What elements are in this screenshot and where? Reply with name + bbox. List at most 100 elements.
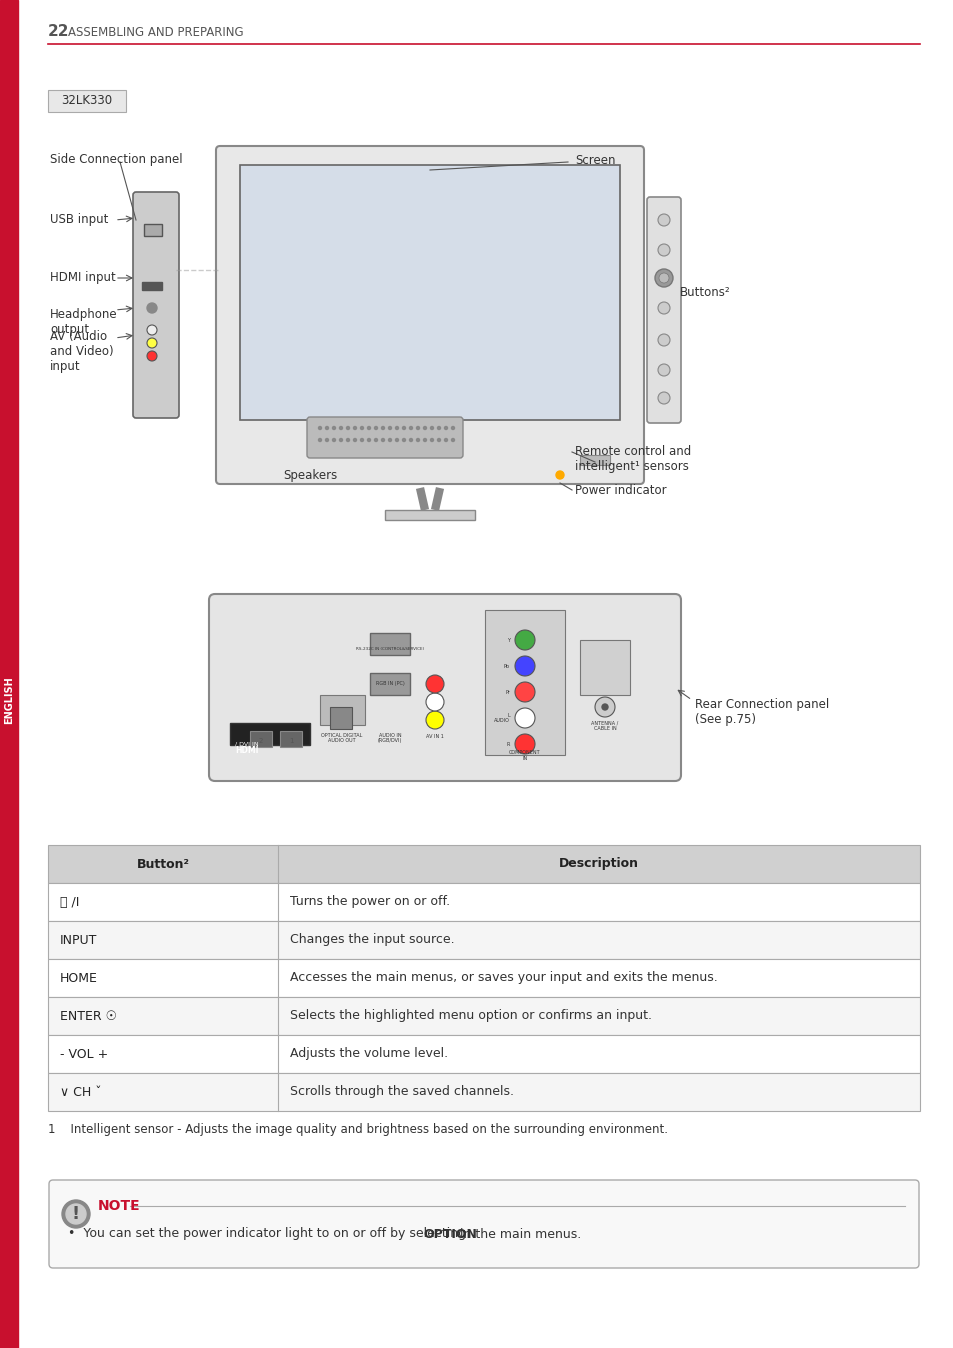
Circle shape (346, 438, 349, 442)
Bar (370, 634, 410, 655)
Text: Turns the power on or off.: Turns the power on or off. (290, 895, 450, 909)
Circle shape (367, 426, 370, 430)
Text: RGB IN (PC): RGB IN (PC) (375, 681, 404, 686)
Text: R: R (506, 741, 510, 747)
Circle shape (595, 697, 615, 717)
Bar (385, 510, 475, 520)
Circle shape (354, 426, 356, 430)
Bar (48, 845, 919, 883)
Bar (330, 706, 352, 729)
Circle shape (318, 438, 321, 442)
Circle shape (409, 426, 412, 430)
Text: Buttons²: Buttons² (679, 286, 730, 298)
Text: OPTION: OPTION (423, 1228, 476, 1240)
Circle shape (655, 270, 672, 287)
Circle shape (360, 438, 363, 442)
Text: HDMI: HDMI (234, 745, 258, 755)
Text: Scrolls through the saved channels.: Scrolls through the saved channels. (290, 1085, 514, 1099)
Text: Changes the input source.: Changes the input source. (290, 934, 455, 946)
Circle shape (423, 426, 426, 430)
Text: ⏻ /I: ⏻ /I (60, 895, 79, 909)
Bar (0, 0, 18, 1348)
Text: 22: 22 (48, 24, 70, 39)
Circle shape (658, 364, 669, 376)
Text: !: ! (71, 1205, 80, 1223)
Circle shape (381, 438, 384, 442)
Bar (280, 731, 302, 747)
Text: Adjusts the volume level.: Adjusts the volume level. (290, 1047, 448, 1061)
Text: AUDIO IN
(RGB/DVI): AUDIO IN (RGB/DVI) (377, 732, 402, 743)
Circle shape (325, 426, 328, 430)
Text: •  You can set the power indicator light to on or off by selecting: • You can set the power indicator light … (68, 1228, 470, 1240)
Circle shape (375, 426, 377, 430)
FancyBboxPatch shape (49, 1180, 918, 1268)
Text: Headphone
output: Headphone output (50, 307, 117, 336)
Circle shape (444, 426, 447, 430)
Circle shape (325, 438, 328, 442)
Circle shape (360, 426, 363, 430)
Circle shape (451, 438, 454, 442)
Circle shape (515, 682, 535, 702)
Text: ENTER ☉: ENTER ☉ (60, 1010, 117, 1023)
Text: - VOL +: - VOL + (60, 1047, 108, 1061)
Bar (48, 883, 919, 921)
Text: Pr: Pr (504, 689, 510, 694)
Circle shape (515, 630, 535, 650)
Text: Rear Connection panel
(See p.75): Rear Connection panel (See p.75) (695, 698, 828, 727)
Circle shape (388, 438, 391, 442)
Bar (484, 611, 564, 755)
Bar (48, 1073, 919, 1111)
Circle shape (658, 214, 669, 226)
Text: HOME: HOME (60, 972, 98, 984)
Circle shape (423, 438, 426, 442)
Circle shape (339, 426, 342, 430)
Text: in the main menus.: in the main menus. (456, 1228, 581, 1240)
Bar (142, 282, 162, 290)
Text: Accesses the main menus, or saves your input and exits the menus.: Accesses the main menus, or saves your i… (290, 972, 717, 984)
Bar (240, 164, 619, 421)
Circle shape (515, 735, 535, 754)
Circle shape (395, 426, 398, 430)
Circle shape (515, 708, 535, 728)
Bar (48, 958, 919, 998)
Text: ENGLISH: ENGLISH (4, 677, 14, 724)
Circle shape (437, 438, 440, 442)
Circle shape (556, 470, 563, 479)
Bar (48, 1035, 919, 1073)
Text: Y: Y (506, 638, 510, 643)
Text: 1    Intelligent sensor - Adjusts the image quality and brightness based on the : 1 Intelligent sensor - Adjusts the image… (48, 1123, 667, 1135)
Circle shape (375, 438, 377, 442)
Circle shape (367, 438, 370, 442)
Text: Side Connection panel: Side Connection panel (50, 154, 182, 167)
Bar (230, 723, 310, 745)
Text: Button²: Button² (136, 857, 190, 871)
Text: NOTE: NOTE (98, 1198, 140, 1213)
Bar (250, 731, 272, 747)
Circle shape (416, 438, 419, 442)
Text: Speakers: Speakers (283, 469, 336, 481)
Bar (319, 696, 365, 725)
Text: Remote control and
intelligent¹ sensors: Remote control and intelligent¹ sensors (575, 445, 691, 473)
Text: ANTENNA /
CABLE IN: ANTENNA / CABLE IN (591, 720, 618, 731)
Circle shape (426, 693, 443, 710)
FancyBboxPatch shape (48, 90, 126, 112)
Text: Description: Description (558, 857, 639, 871)
Circle shape (430, 438, 433, 442)
Circle shape (437, 426, 440, 430)
Text: Screen: Screen (575, 154, 615, 167)
Text: RS-232C IN (CONTROL&SERVICE): RS-232C IN (CONTROL&SERVICE) (355, 647, 424, 651)
Bar (370, 673, 410, 696)
Bar (48, 998, 919, 1035)
Circle shape (658, 272, 669, 284)
Text: 32LK330: 32LK330 (61, 94, 112, 108)
Circle shape (659, 274, 668, 283)
Circle shape (451, 426, 454, 430)
Bar (579, 456, 609, 465)
Circle shape (426, 710, 443, 729)
Circle shape (339, 438, 342, 442)
Text: OPTICAL DIGITAL
AUDIO OUT: OPTICAL DIGITAL AUDIO OUT (321, 732, 362, 743)
Text: 1: 1 (289, 737, 293, 744)
Text: AV IN 1: AV IN 1 (426, 735, 443, 739)
Circle shape (333, 426, 335, 430)
Circle shape (515, 656, 535, 675)
